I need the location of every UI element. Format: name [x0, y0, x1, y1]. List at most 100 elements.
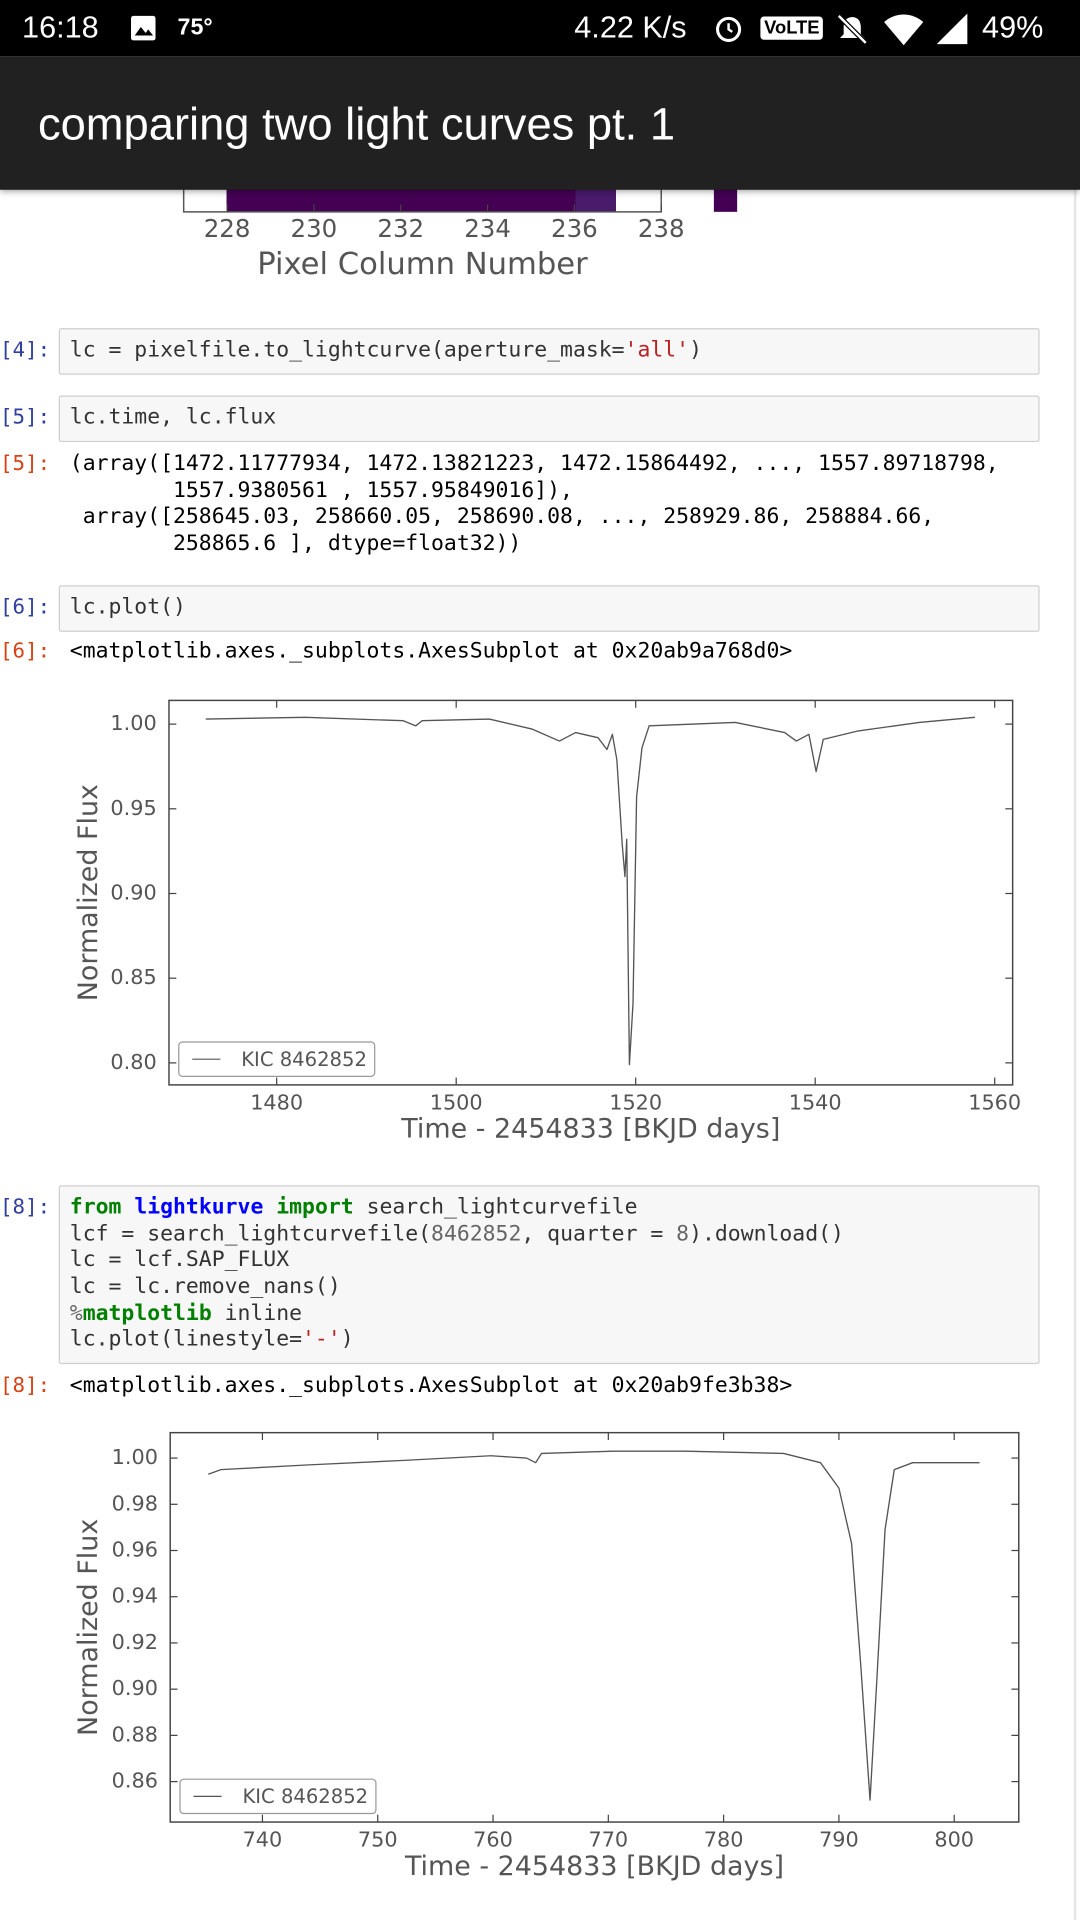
code-line: lc = lc.remove_nans(): [70, 1275, 1029, 1302]
output-prompt: [5]:: [0, 451, 51, 477]
legend-box: [178, 1041, 376, 1077]
code-line: lc = lcf.SAP_FLUX: [70, 1248, 1029, 1275]
light-curve: [208, 1450, 980, 1801]
input-prompt: [5]:: [0, 405, 51, 430]
output-line: 1557.9380561 , 1557.95849016]),: [69, 478, 573, 503]
output-line: array([258645.03, 258660.05, 258690.08, …: [69, 504, 935, 530]
input-prompt: [4]:: [0, 337, 51, 363]
output-text: <matplotlib.axes._subplots.AxesSubplot a…: [70, 639, 792, 666]
output-text: (array([1472.11777934, 1472.13821223, 14…: [70, 452, 999, 558]
x-tick-label: 740: [243, 1827, 283, 1851]
bell-off-icon: [837, 14, 868, 45]
x-tick-label: 790: [819, 1827, 859, 1851]
y-tick-label: 1.00: [110, 711, 156, 735]
x-tick-label: 1500: [430, 1090, 483, 1114]
code-token: ): [340, 1327, 354, 1353]
y-tick-label: 0.96: [112, 1538, 158, 1562]
y-tick-label: 0.98: [112, 1491, 158, 1515]
code-line: lc.plot(): [70, 595, 1029, 622]
x-tick-label: 236: [551, 214, 598, 243]
code-cell: lc = pixelfile.to_lightcurve(aperture_ma…: [58, 328, 1040, 375]
x-tick-label: 770: [588, 1827, 628, 1851]
y-axis-label: Normalized Flux: [73, 1519, 104, 1736]
code-token: lc = pixelfile.to_lightcurve(aperture_ma…: [69, 337, 625, 363]
x-tick-label: 1560: [968, 1090, 1021, 1114]
code-line: lcf = search_lightcurvefile(8462852, qua…: [70, 1222, 1029, 1249]
code-token: lc.time, lc.flux: [69, 405, 277, 430]
output-prompt: [6]:: [0, 639, 51, 664]
x-tick-label: 228: [204, 214, 251, 243]
code-token: [121, 1195, 134, 1219]
code-token: lc.plot(): [69, 595, 186, 620]
code-token: ): [689, 337, 702, 363]
x-tick-label: 1540: [789, 1090, 842, 1114]
output-line: <matplotlib.axes._subplots.AxesSubplot a…: [69, 1373, 793, 1399]
x-tick-label: 800: [934, 1827, 974, 1851]
light-curve: [205, 716, 976, 1066]
x-tick-label: 1480: [250, 1090, 303, 1114]
x-axis-label: Pixel Column Number: [257, 247, 588, 282]
y-tick-label: 1.00: [112, 1445, 158, 1469]
temperature: 75°: [177, 14, 213, 41]
code-token: inline: [211, 1301, 303, 1326]
code-cell: lc.plot(): [58, 585, 1040, 632]
output-line: (array([1472.11777934, 1472.13821223, 14…: [69, 451, 999, 477]
code-token: search_lightcurvefile: [353, 1195, 638, 1220]
code-cell: lc.time, lc.flux: [58, 395, 1040, 442]
code-token: lightkurve: [134, 1195, 264, 1220]
code-line: %matplotlib inline: [70, 1301, 1029, 1328]
code-token: lc = lcf.SAP_FLUX: [69, 1248, 290, 1273]
code-token: 8: [676, 1221, 690, 1247]
x-tick-label: 238: [638, 214, 685, 243]
code-token: 8462852: [431, 1221, 522, 1247]
x-tick-label: 234: [464, 214, 511, 243]
scrollbar: [1073, 189, 1077, 1920]
x-tick-label: 780: [704, 1827, 744, 1851]
legend-label: KIC 8462852: [241, 1048, 367, 1071]
y-tick-label: 0.90: [112, 1676, 158, 1700]
output-text: <matplotlib.axes._subplots.AxesSubplot a…: [70, 1374, 792, 1401]
battery: 49%: [982, 10, 1044, 45]
wifi-icon: [884, 14, 924, 46]
output-line: <matplotlib.axes._subplots.AxesSubplot a…: [69, 639, 793, 664]
code-token: , quarter =: [521, 1221, 677, 1247]
x-axis-label: Time - 2454833 [BKJD days]: [404, 1851, 784, 1882]
y-tick-label: 0.94: [112, 1584, 158, 1608]
legend-label: KIC 8462852: [242, 1785, 368, 1808]
input-prompt: [8]:: [0, 1195, 51, 1220]
y-tick-label: 0.88: [112, 1722, 158, 1746]
code-line: from lightkurve import search_lightcurve…: [70, 1195, 1029, 1222]
code-token: lc = lc.remove_nans(): [69, 1274, 341, 1300]
code-token: [263, 1195, 276, 1219]
x-tick-label: 750: [358, 1827, 398, 1851]
alarm-icon: [716, 16, 742, 42]
axes-frame: [168, 699, 1014, 1086]
y-axis-label: Normalized Flux: [73, 784, 104, 1001]
x-tick-label: 232: [377, 214, 424, 243]
code-token: lc.plot(linestyle=: [69, 1327, 303, 1353]
code-token: %: [69, 1301, 83, 1326]
code-token: lcf = search_lightcurvefile(: [69, 1221, 432, 1247]
code-cell: from lightkurve import search_lightcurve…: [58, 1185, 1040, 1365]
y-tick-label: 0.92: [112, 1630, 158, 1654]
input-prompt: [6]:: [0, 595, 51, 620]
y-tick-label: 0.95: [110, 796, 156, 820]
code-token: 'all': [624, 337, 690, 363]
code-token: matplotlib: [82, 1301, 212, 1326]
code-token: from: [69, 1195, 122, 1220]
network-speed: 4.22 K/s: [574, 10, 687, 45]
clock: 16:18: [22, 10, 99, 45]
code-line: lc.time, lc.flux: [70, 405, 1029, 432]
code-token: import: [276, 1195, 354, 1220]
code-line: lc.plot(linestyle='-'): [70, 1328, 1029, 1355]
output-prompt: [8]:: [0, 1373, 51, 1399]
code-line: lc = pixelfile.to_lightcurve(aperture_ma…: [70, 338, 1029, 365]
y-tick-label: 0.85: [110, 965, 156, 989]
code-token: ).download(): [689, 1221, 844, 1247]
status-bar: 16:18 75° 4.22 K/s VoLTE 49%: [0, 0, 1080, 57]
app-bar: comparing two light curves pt. 1: [0, 56, 1080, 190]
x-axis-label: Time - 2454833 [BKJD days]: [400, 1114, 780, 1145]
